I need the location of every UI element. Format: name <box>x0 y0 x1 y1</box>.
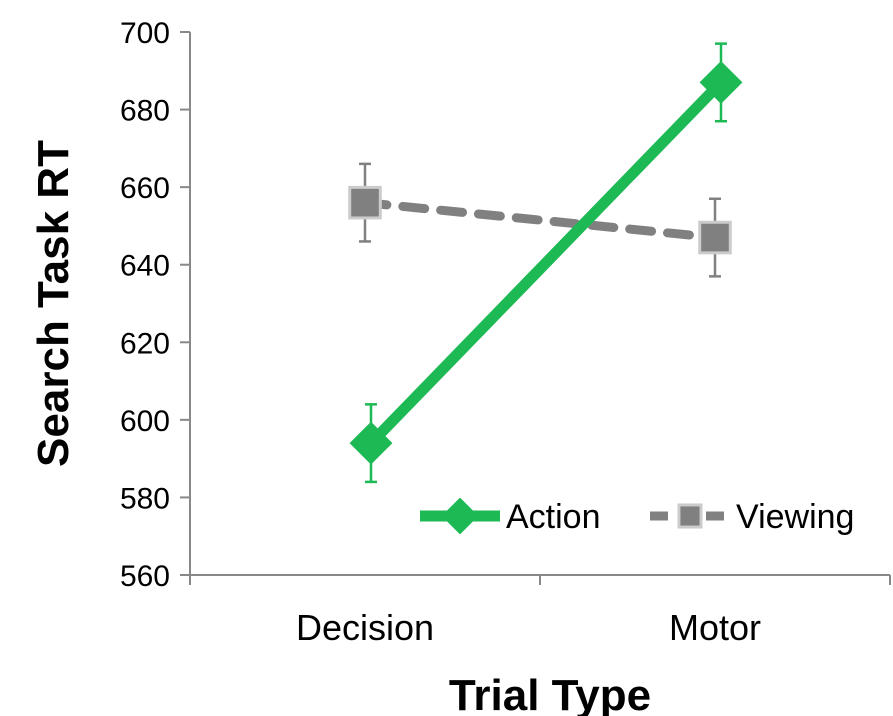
series-viewing <box>348 162 732 278</box>
series-action <box>349 42 743 484</box>
y-tick-label: 620 <box>120 327 170 360</box>
data-point <box>348 185 382 220</box>
legend-label: Viewing <box>736 498 854 536</box>
series-line <box>365 76 727 449</box>
y-tick-label: 700 <box>120 17 170 50</box>
series-line <box>360 198 720 243</box>
y-tick-label: 580 <box>120 482 170 515</box>
legend: Action Viewing <box>420 497 854 536</box>
x-ticks: Decision Motor <box>189 575 891 648</box>
legend-marker <box>441 497 479 535</box>
y-axis-title: Search Task RT <box>29 140 78 467</box>
data-point <box>349 421 393 465</box>
y-tick-label: 560 <box>120 560 170 593</box>
legend-item-viewing: Viewing <box>650 498 854 536</box>
data-point <box>698 220 732 255</box>
y-tick-label: 600 <box>120 405 170 438</box>
axes <box>189 32 890 576</box>
legend-label: Action <box>506 498 601 536</box>
y-tick-label: 660 <box>120 172 170 205</box>
y-tick-label: 680 <box>120 95 170 128</box>
data-point <box>699 61 743 104</box>
series <box>348 42 743 484</box>
y-ticks: 560 580 600 620 640 660 680 700 <box>120 17 190 593</box>
x-category-label: Decision <box>296 607 434 648</box>
x-axis-title: Trial Type <box>449 671 651 716</box>
y-tick-label: 640 <box>120 250 170 283</box>
x-category-label: Motor <box>669 607 761 648</box>
legend-item-action: Action <box>420 497 601 536</box>
legend-marker <box>677 503 703 529</box>
